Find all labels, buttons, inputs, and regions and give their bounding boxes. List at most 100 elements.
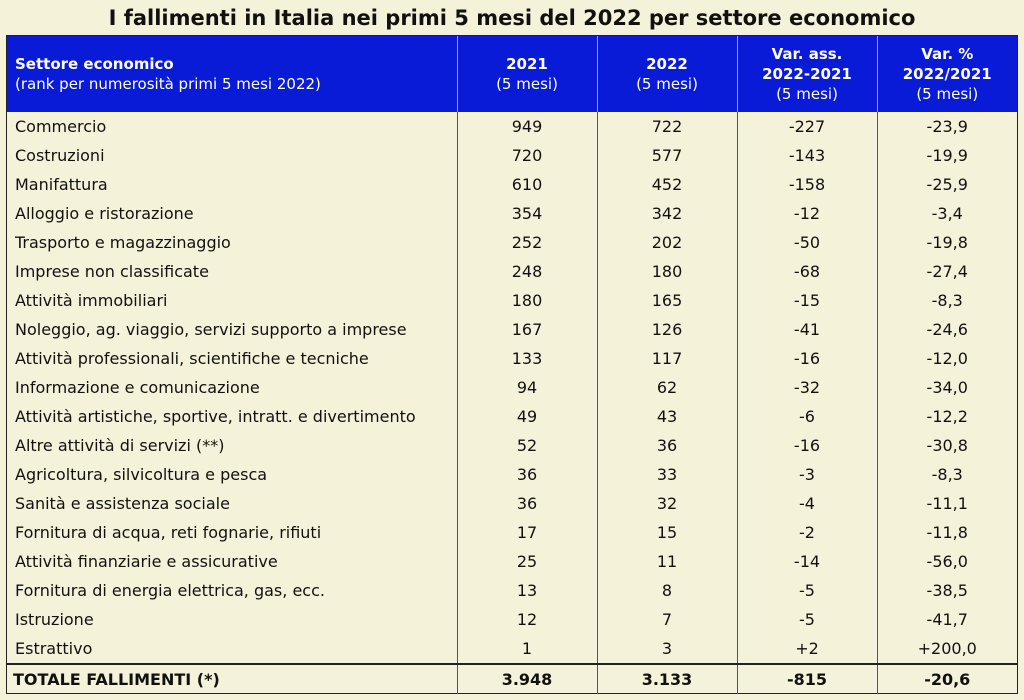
row-sector: Manifattura	[7, 170, 458, 199]
total-var-ass: -815	[737, 663, 878, 694]
row-sector: Imprese non classificate	[7, 257, 458, 286]
row-2021: 133	[457, 344, 598, 373]
row-2021: 720	[457, 141, 598, 170]
row-var-pct: -19,8	[926, 233, 968, 252]
row-2022: 43	[597, 402, 738, 431]
row-2022: 452	[597, 170, 738, 199]
header-2022: 2022 (5 mesi)	[597, 36, 738, 112]
page-title: I fallimenti in Italia nei primi 5 mesi …	[108, 6, 916, 30]
table-row: Attività professionali, scientifiche e t…	[7, 344, 1017, 373]
row-2021: 1	[457, 634, 598, 664]
row-var-ass: -15	[737, 286, 878, 315]
row-2022: 165	[597, 286, 738, 315]
row-var-ass: -5	[737, 605, 878, 634]
row-2022: 202	[597, 228, 738, 257]
table-row: Agricoltura, silvicoltura e pesca 36 33 -3 -…	[7, 460, 1017, 489]
header-var-pct: Var. % 2022/2021 (5 mesi)	[877, 36, 1017, 112]
row-sector: Altre attività di servizi (**)	[7, 431, 458, 460]
row-var-ass: -227	[737, 112, 878, 141]
header-2022-label: 2022	[646, 55, 688, 73]
header-var-pct-line1: Var. %	[921, 45, 974, 63]
table-body: Commercio 949 722 -227 -23,9 Costruzioni 720 57…	[7, 112, 1017, 664]
row-var-pct: -23,9	[926, 117, 968, 136]
table-row: Informazione e comunicazione 94 62 -32 -34,0	[7, 373, 1017, 402]
row-sector: Attività artistiche, sportive, intratt. …	[7, 402, 458, 431]
header-sector: Settore economico (rank per numerosità p…	[7, 36, 458, 112]
row-var-ass: -2	[737, 518, 878, 547]
row-var-ass: -4	[737, 489, 878, 518]
row-sector: Trasporto e magazzinaggio	[7, 228, 458, 257]
table-row: Attività immobiliari 180 165 -15 -8,3	[7, 286, 1017, 315]
row-2021: 17	[457, 518, 598, 547]
row-sector: Attività finanziarie e assicurative	[7, 547, 458, 576]
header-var-ass-line2: 2022-2021	[762, 65, 852, 83]
row-sector: Agricoltura, silvicoltura e pesca	[7, 460, 458, 489]
row-2021: 94	[457, 373, 598, 402]
total-var-pct: -20,6	[877, 663, 1017, 694]
row-2022: 3	[597, 634, 738, 664]
row-var-ass: -16	[737, 344, 878, 373]
row-2022: 342	[597, 199, 738, 228]
row-2022: 62	[597, 373, 738, 402]
row-var-ass: -158	[737, 170, 878, 199]
row-var-pct: -27,4	[926, 262, 968, 281]
row-2022: 8	[597, 576, 738, 605]
row-var-pct: -24,6	[926, 320, 968, 339]
row-2021: 49	[457, 402, 598, 431]
row-2021: 252	[457, 228, 598, 257]
row-var-pct: -38,5	[926, 581, 968, 600]
row-sector: Alloggio e ristorazione	[7, 199, 458, 228]
table-row: Attività finanziarie e assicurative 25 11-…	[7, 547, 1017, 576]
table-row: Commercio 949 722 -227 -23,9	[7, 112, 1017, 141]
table-row: Altre attività di servizi (**) 52 36 -16 -30…	[7, 431, 1017, 460]
table-row: Noleggio, ag. viaggio, servizi supporto …	[7, 315, 1017, 344]
table-row: Istruzione 12 7 -5 -41,7	[7, 605, 1017, 634]
table-row: Sanità e assistenza sociale 36 32 -4 -11,1	[7, 489, 1017, 518]
table-row: Estrattivo 1 3 +2 +200,0	[7, 634, 1017, 664]
row-var-ass: -5	[737, 576, 878, 605]
row-var-ass: -143	[737, 141, 878, 170]
header-var-ass-line1: Var. ass.	[771, 45, 843, 63]
header-2021: 2021 (5 mesi)	[457, 36, 598, 112]
header-2021-label: 2021	[506, 55, 548, 73]
table-row: Trasporto e magazzinaggio 252 202 -50 -19,8	[7, 228, 1017, 257]
row-2022: 15	[597, 518, 738, 547]
row-var-pct: +200,0	[917, 639, 977, 658]
row-sector: Sanità e assistenza sociale	[7, 489, 458, 518]
row-2022: 36	[597, 431, 738, 460]
row-2022: 117	[597, 344, 738, 373]
row-2021: 180	[457, 286, 598, 315]
row-2022: 33	[597, 460, 738, 489]
row-2022: 577	[597, 141, 738, 170]
row-2021: 25	[457, 547, 598, 576]
row-2021: 610	[457, 170, 598, 199]
row-var-pct: -12,0	[926, 349, 968, 368]
row-var-pct: -12,2	[926, 407, 968, 426]
table-header: Settore economico (rank per numerosità p…	[7, 36, 1017, 112]
row-2022: 11	[597, 547, 738, 576]
row-var-pct: -25,9	[926, 175, 968, 194]
row-sector: Fornitura di energia elettrica, gas, ecc…	[7, 576, 458, 605]
row-var-pct: -8,3	[931, 291, 963, 310]
table-row: Attività artistiche, sportive, intratt. …	[7, 402, 1017, 431]
row-var-pct: -41,7	[926, 610, 968, 629]
row-2021: 12	[457, 605, 598, 634]
row-var-pct: -11,8	[926, 523, 968, 542]
row-var-ass: -3	[737, 460, 878, 489]
data-table-container: Settore economico (rank per numerosità p…	[6, 35, 1018, 694]
row-var-pct: -30,8	[926, 436, 968, 455]
row-var-ass: -6	[737, 402, 878, 431]
row-var-pct: -19,9	[926, 146, 968, 165]
row-sector: Estrattivo	[7, 634, 458, 664]
row-var-ass: -50	[737, 228, 878, 257]
row-sector: Attività immobiliari	[7, 286, 458, 315]
row-var-ass: -68	[737, 257, 878, 286]
header-2022-sub: (5 mesi)	[636, 75, 698, 93]
row-sector: Commercio	[7, 112, 458, 141]
header-var-ass-sub: (5 mesi)	[776, 85, 838, 103]
total-row: TOTALE FALLIMENTI (*) 3.948 3.133 -815 -…	[7, 663, 1017, 694]
row-var-pct: -34,0	[926, 378, 968, 397]
row-2021: 36	[457, 460, 598, 489]
row-2021: 36	[457, 489, 598, 518]
row-var-ass: -32	[737, 373, 878, 402]
